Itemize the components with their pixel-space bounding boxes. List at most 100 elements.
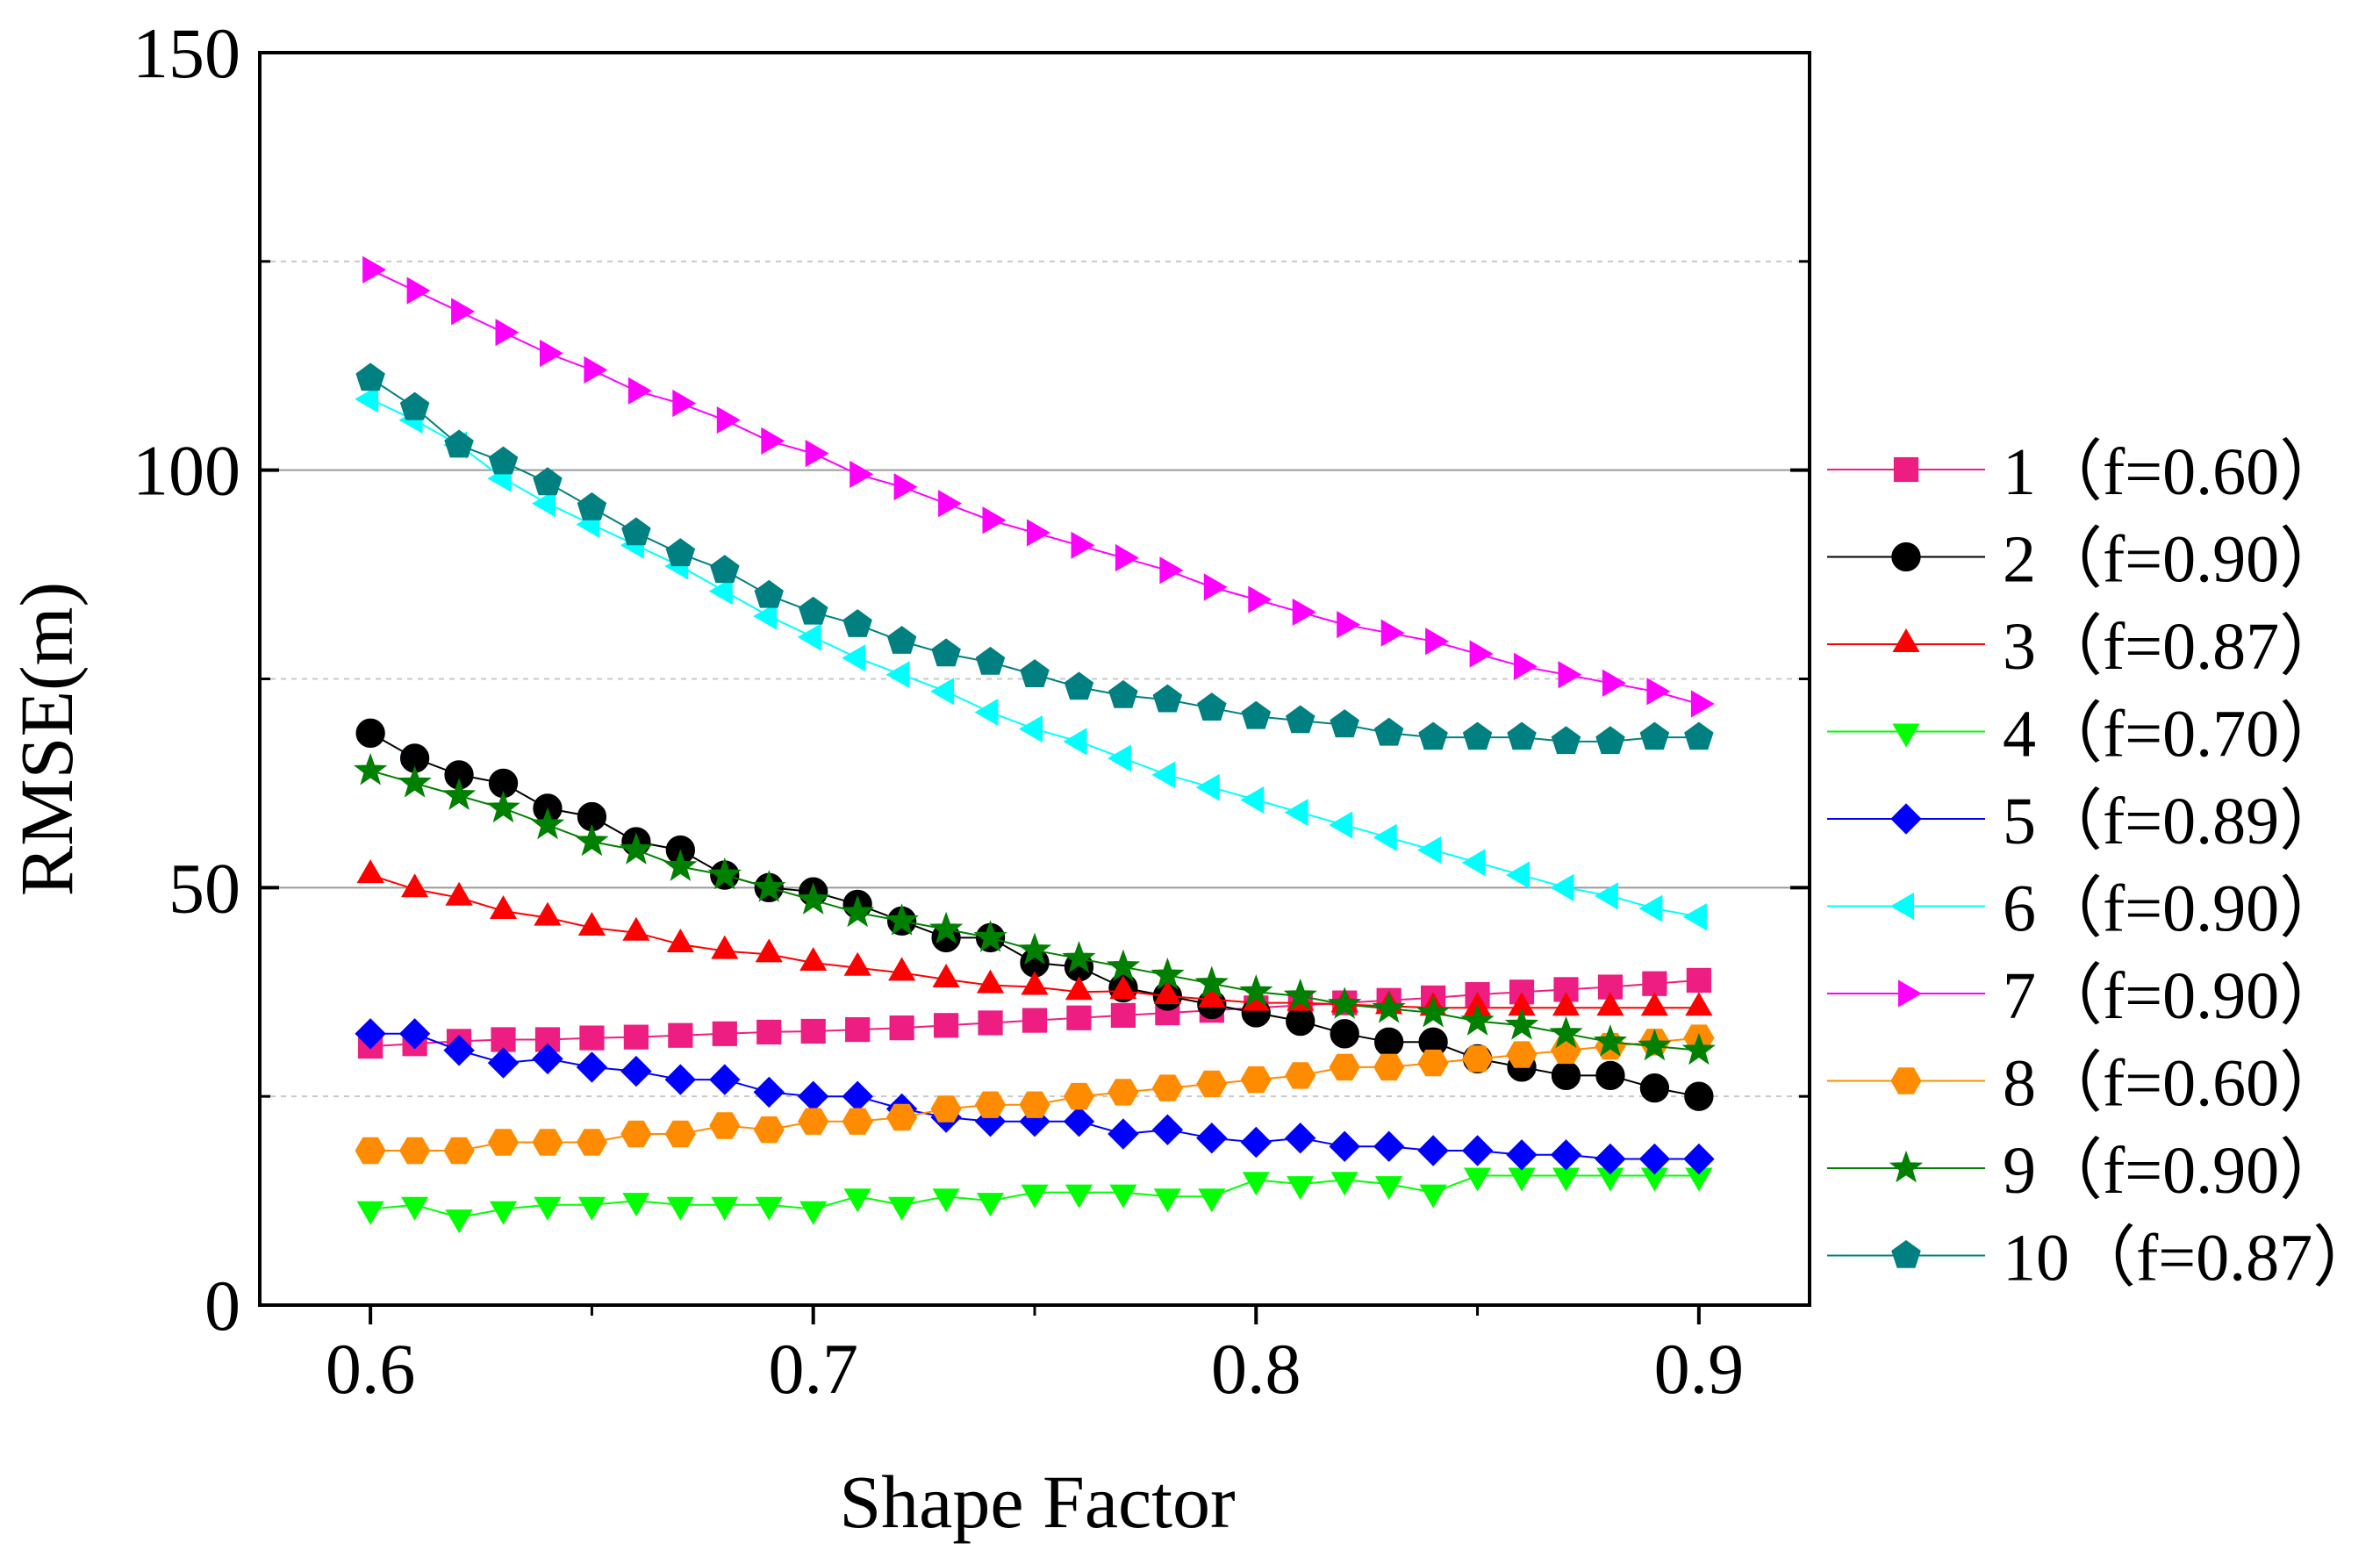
series-2-point — [1595, 1060, 1625, 1091]
series-4-point — [1153, 1188, 1181, 1213]
legend-label: 10（f=0.87） — [2003, 1222, 2379, 1295]
y-tick-label: 50 — [168, 848, 240, 928]
series-7-point — [584, 355, 608, 384]
series-4-point — [1419, 1184, 1447, 1209]
series-5-point — [1638, 1143, 1671, 1175]
series-4-point — [755, 1196, 783, 1221]
series-4-point — [1463, 1167, 1492, 1192]
series-layer — [353, 255, 1717, 1234]
legend-marker — [1892, 723, 1920, 748]
series-7-point — [1558, 661, 1582, 689]
series-8-point — [399, 1137, 431, 1165]
series-7-point — [1248, 585, 1272, 613]
series-9-point — [1681, 1032, 1717, 1066]
series-6-point — [1195, 773, 1220, 801]
x-tick-label: 0.7 — [768, 1329, 858, 1409]
series-10-point — [886, 626, 917, 654]
series-8-point — [620, 1120, 652, 1148]
series-1-point — [845, 1016, 871, 1043]
series-7-point — [495, 319, 520, 347]
series-10-point — [1507, 721, 1537, 750]
series-4-point — [711, 1196, 739, 1221]
series-10-point — [488, 446, 519, 475]
series-8-point — [1550, 1037, 1582, 1065]
series-2-point — [1551, 1060, 1581, 1091]
series-6-point — [355, 385, 379, 413]
series-5-point — [1284, 1122, 1316, 1154]
series-7 — [362, 255, 1715, 718]
series-7-point — [761, 427, 785, 455]
series-9-point — [1283, 978, 1317, 1011]
series-1-point — [1022, 1008, 1048, 1033]
x-axis-title: Shape Factor — [839, 1460, 1235, 1544]
series-8-point — [664, 1120, 696, 1148]
series-4-point — [577, 1196, 606, 1221]
series-10-point — [1639, 721, 1670, 750]
series-4-point — [666, 1196, 694, 1221]
series-6-point — [1682, 903, 1707, 931]
series-4 — [356, 1167, 1713, 1234]
series-2-point — [1639, 1073, 1670, 1103]
legend-marker — [1891, 1239, 1921, 1268]
series-9-point — [1062, 941, 1096, 973]
series-4-point — [1552, 1167, 1581, 1192]
series-3-point — [1685, 992, 1713, 1016]
series-3-point — [1596, 992, 1624, 1016]
series-6-point — [1107, 744, 1131, 772]
legend-marker — [1891, 542, 1921, 572]
series-10-point — [444, 429, 474, 458]
series-1-point — [889, 1015, 914, 1041]
series-9 — [353, 752, 1717, 1066]
series-10-point — [355, 362, 385, 391]
series-10-point — [1551, 726, 1581, 755]
series-2-point — [355, 718, 385, 748]
series-8-point — [930, 1095, 962, 1123]
series-5-point — [532, 1043, 563, 1075]
series-1-point — [1642, 971, 1667, 996]
series-3-point — [1198, 983, 1226, 1008]
series-6-point — [1151, 761, 1176, 789]
y-tick-label: 0 — [204, 1266, 240, 1345]
series-7-point — [1027, 519, 1051, 547]
series-6-point — [1240, 786, 1265, 814]
series-2-point — [1330, 1019, 1359, 1049]
series-1-point — [1066, 1005, 1092, 1030]
series-1-point — [579, 1025, 605, 1051]
series-10 — [355, 362, 1714, 755]
series-4-point — [1508, 1167, 1536, 1192]
series-8-point — [842, 1108, 873, 1135]
legend-label: 2（f=0.90） — [2003, 523, 2346, 597]
series-6-point — [1373, 823, 1397, 851]
series-9-point — [707, 857, 742, 890]
series-9-point — [1239, 974, 1273, 1007]
series-10-point — [1595, 726, 1625, 755]
series-6-point — [885, 661, 910, 689]
legend-item-1: 1（f=0.60） — [1827, 435, 2346, 509]
series-4-point — [356, 1201, 384, 1225]
legend: 1（f=0.60） 2（f=0.90） 3（f=0.87） 4（f=0.70） 5（f=… — [1827, 435, 2379, 1295]
series-7-point — [982, 506, 1007, 535]
series-5-point — [620, 1055, 652, 1087]
series-3-point — [799, 946, 828, 971]
series-4-point — [843, 1188, 871, 1213]
series-6-point — [1461, 849, 1486, 877]
series-9-point — [530, 807, 565, 840]
series-10-point — [754, 579, 784, 608]
series-3-point — [1153, 980, 1181, 1004]
series-5-point — [753, 1076, 785, 1109]
series-3-point — [401, 873, 429, 898]
series-4-point — [888, 1196, 916, 1221]
series-5-point — [1595, 1143, 1626, 1175]
legend-item-10: 10（f=0.87） — [1827, 1222, 2379, 1295]
series-6-line — [369, 398, 1700, 918]
series-6-point — [930, 678, 955, 706]
legend-item-4: 4（f=0.70） — [1827, 698, 2346, 771]
series-5-point — [797, 1080, 829, 1112]
series-7-point — [1292, 598, 1316, 626]
series-8-point — [1151, 1074, 1183, 1101]
series-5-point — [1196, 1122, 1228, 1154]
series-3-point — [356, 859, 384, 884]
series-10-point — [1108, 679, 1138, 708]
